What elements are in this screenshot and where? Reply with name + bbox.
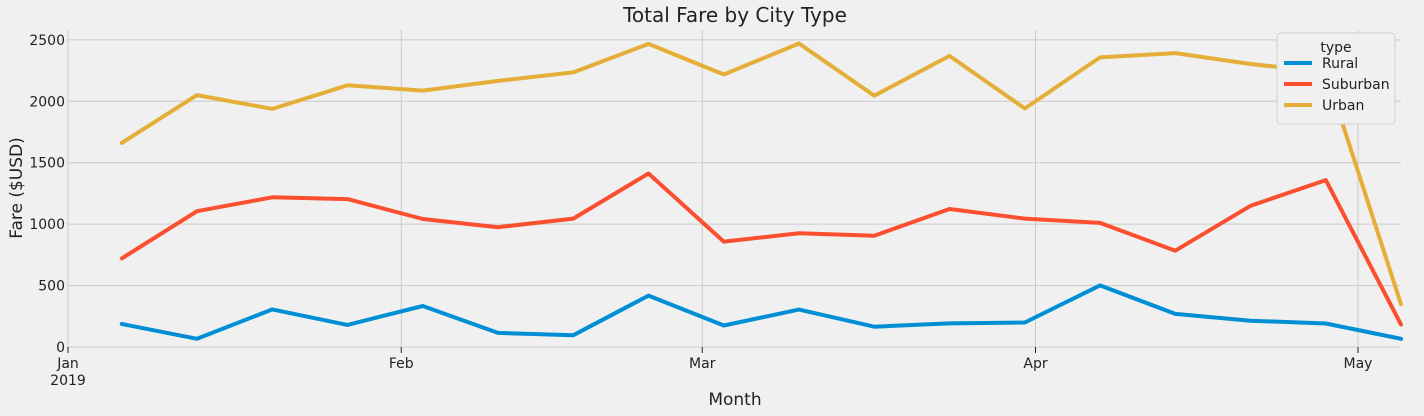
legend: type Rural Suburban Urban [1276,32,1396,125]
legend-label-urban: Urban [1322,98,1364,114]
x-tick-label: Feb [389,356,414,372]
legend-title: type [1320,40,1351,56]
series-line-rural [119,283,1403,341]
y-tick-label: 2500 [29,33,65,49]
legend-label-suburban: Suburban [1322,77,1390,93]
x-tick-label: Apr [1023,356,1047,372]
y-axis-label: Fare ($USD) [7,137,27,239]
x-tick-sublabel: 2019 [50,373,86,389]
y-tick-label: 0 [56,340,65,356]
series-line-suburban [119,171,1403,327]
x-tick-label: Mar [689,356,716,372]
x-axis-label: Month [708,390,761,410]
y-tick-label: 1000 [29,217,65,233]
grid [67,30,1401,348]
y-tick-label: 2000 [29,94,65,110]
series-lines [119,41,1403,341]
x-tick-label: May [1344,356,1373,372]
legend-box [1276,32,1396,125]
chart-title: Total Fare by City Type [622,3,847,27]
legend-label-rural: Rural [1322,56,1358,72]
series-line-urban [119,41,1403,307]
x-tick-label: Jan [56,356,79,372]
y-tick-label: 500 [38,279,65,295]
y-tick-label: 1500 [29,156,65,172]
